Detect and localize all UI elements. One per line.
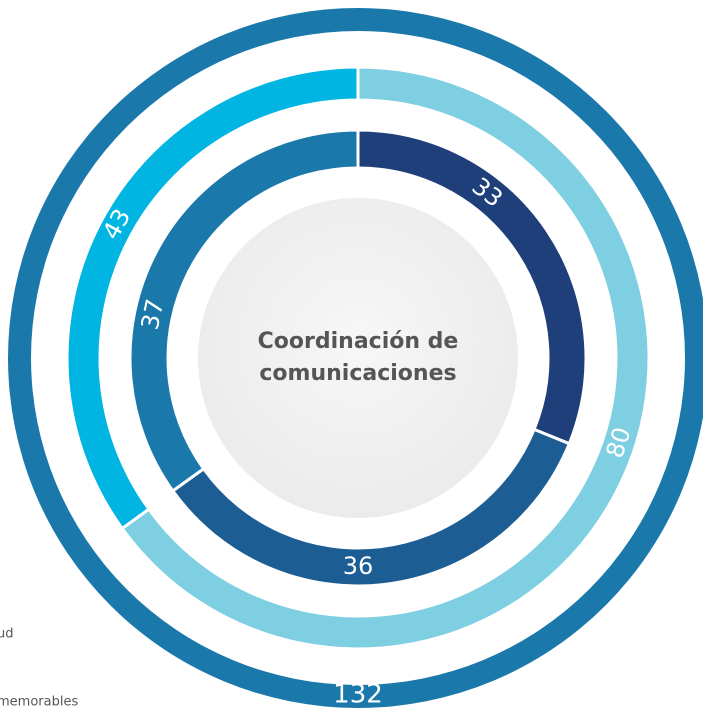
ring-segment: [120, 65, 651, 651]
segment-label: 132: [333, 680, 383, 710]
legend-label: memorables: [0, 695, 78, 710]
segment-label: 36: [343, 552, 374, 580]
legend-label: ud: [0, 627, 14, 642]
center-disc: [198, 198, 518, 518]
ring-segment: [65, 65, 360, 531]
ring-segment: [128, 128, 360, 494]
segment-label: 37: [136, 296, 170, 332]
center-title: Coordinación de comunicaciones: [258, 329, 459, 386]
